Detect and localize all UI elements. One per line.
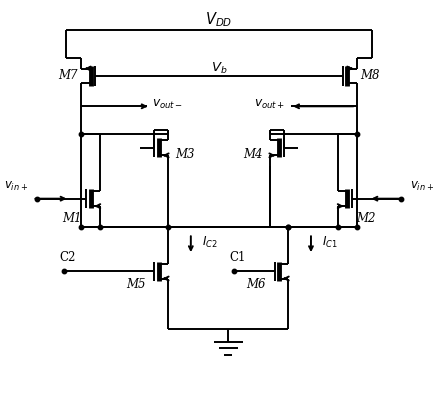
- Text: M6: M6: [247, 277, 266, 290]
- Text: $I_{C2}$: $I_{C2}$: [201, 235, 217, 250]
- Text: M5: M5: [127, 277, 146, 290]
- Text: $v_{out-}$: $v_{out-}$: [152, 97, 184, 111]
- Text: $I_{C1}$: $I_{C1}$: [322, 235, 337, 250]
- Text: M4: M4: [244, 148, 263, 161]
- Text: M1: M1: [62, 212, 81, 225]
- Text: $v_{in+}$: $v_{in+}$: [4, 180, 28, 193]
- Text: $V_b$: $V_b$: [211, 61, 227, 76]
- Text: M7: M7: [58, 70, 78, 83]
- Text: $v_{out+}$: $v_{out+}$: [254, 97, 286, 111]
- Text: C1: C1: [230, 251, 246, 264]
- Text: M3: M3: [175, 148, 194, 161]
- Text: M2: M2: [357, 212, 376, 225]
- Text: M8: M8: [360, 70, 380, 83]
- Text: $V_{DD}$: $V_{DD}$: [205, 11, 233, 29]
- Text: C2: C2: [60, 251, 76, 264]
- Text: $v_{in+}$: $v_{in+}$: [410, 180, 434, 193]
